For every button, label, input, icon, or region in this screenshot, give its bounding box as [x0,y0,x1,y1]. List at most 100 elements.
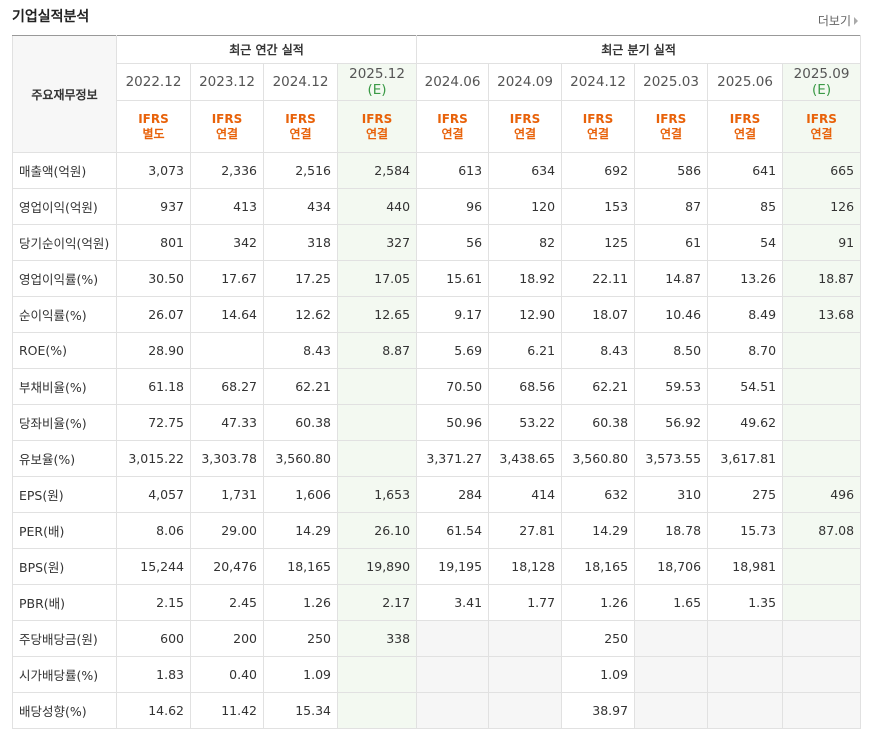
basis-label: 연결 [365,126,389,141]
date-header: 2025.06 [707,63,784,101]
value-cell: 14.64 [190,296,264,333]
empty-cell [782,440,862,477]
value-cell: 14.29 [561,512,636,549]
data-row: EPS(원) 4,057 1,731 1,606 1,653 284 414 632 310 27… [12,476,862,513]
value-cell: 284 [416,476,490,513]
date-row: 2022.12 2023.12 2024.12 2025.12 (E) 2024.06 20… [13,63,862,101]
date-header: 2025.12 (E) [336,63,418,101]
value-cell: 338 [336,620,418,657]
value-cell: 1,653 [336,476,418,513]
value-cell: 18,128 [488,548,563,585]
value-cell: 17.25 [263,260,338,297]
empty-cell [634,620,709,657]
value-cell: 3,073 [116,152,191,189]
value-cell: 5.69 [416,332,490,369]
value-cell: 54.51 [707,368,784,405]
value-cell: 14.29 [263,512,338,549]
ifrs-label: IFRS [285,111,316,126]
value-cell: 126 [782,188,862,225]
value-cell: 13.68 [782,296,862,333]
empty-cell [336,692,418,729]
value-cell: 1.65 [634,584,709,621]
more-link[interactable]: 더보기 [818,12,858,29]
value-cell: 937 [116,188,191,225]
value-cell: 3,560.80 [561,440,636,477]
value-cell: 30.50 [116,260,191,297]
value-cell: 96 [416,188,490,225]
value-cell: 61 [634,224,709,261]
value-cell: 8.87 [336,332,418,369]
value-cell: 2.15 [116,584,191,621]
financial-table: 주요재무정보 최근 연간 실적 최근 분기 실적 2022.12 2023.12 2024… [12,35,862,729]
empty-cell [336,656,418,693]
basis-header: IFRS 연결 [190,100,264,153]
value-cell: 50.96 [416,404,490,441]
value-cell: 12.65 [336,296,418,333]
value-cell: 801 [116,224,191,261]
value-cell: 8.43 [561,332,636,369]
value-cell: 29.00 [190,512,264,549]
value-cell: 342 [190,224,264,261]
value-cell: 26.10 [336,512,418,549]
value-cell: 20,476 [190,548,264,585]
value-cell: 2,584 [336,152,418,189]
value-cell: 12.90 [488,296,563,333]
group-header: 최근 연간 실적 [115,35,418,64]
value-cell: 3,015.22 [116,440,191,477]
ifrs-label: IFRS [437,111,468,126]
period: 2024.12 [570,74,626,90]
value-cell: 19,195 [416,548,490,585]
empty-cell [782,404,862,441]
value-cell: 72.75 [116,404,191,441]
value-cell: 2.45 [190,584,264,621]
value-cell: 414 [488,476,563,513]
value-cell: 665 [782,152,862,189]
value-cell: 2,336 [190,152,264,189]
empty-cell [782,368,862,405]
empty-cell [488,620,563,657]
row-label: 배당성향(%) [12,692,117,729]
ifrs-label: IFRS [729,111,761,126]
ifrs-label: IFRS [582,111,614,126]
empty-cell [336,440,418,477]
ifrs-label: IFRS [361,111,393,126]
value-cell: 18.87 [782,260,862,297]
group-header: 최근 분기 실적 [416,35,862,64]
value-cell: 10.46 [634,296,709,333]
row-label: 영업이익(억원) [12,188,117,225]
date-header: 2024.06 [416,63,490,101]
row-label: 당기순이익(억원) [12,224,117,261]
data-row: 배당성향(%) 14.62 11.42 15.34 38.97 [12,692,862,729]
basis-header: IFRS 연결 [263,100,338,153]
value-cell: 310 [634,476,709,513]
value-cell: 125 [561,224,636,261]
basis-header: IFRS 연결 [707,100,784,153]
value-cell: 3.41 [416,584,490,621]
empty-cell [488,692,563,729]
value-cell: 327 [336,224,418,261]
value-cell: 18,706 [634,548,709,585]
row-label: 순이익률(%) [12,296,117,333]
row-label: PER(배) [12,512,117,549]
value-cell: 600 [116,620,191,657]
data-row: 주당배당금(원) 600 200 250 338 250 [12,620,862,657]
empty-cell [782,584,862,621]
data-row: 영업이익(억원) 937 413 434 440 96 120 153 87 85 126 [12,188,862,225]
value-cell: 18,981 [707,548,784,585]
value-cell: 17.67 [190,260,264,297]
value-cell: 82 [488,224,563,261]
value-cell: 692 [561,152,636,189]
basis-header: IFRS 연결 [561,100,636,153]
corner-header: 주요재무정보 [12,35,117,153]
header-row: 주요재무정보 최근 연간 실적 최근 분기 실적 [12,35,862,153]
value-cell: 61.54 [416,512,490,549]
value-cell: 2,516 [263,152,338,189]
value-cell: 200 [190,620,264,657]
basis-label: 별도 [142,126,165,141]
value-cell: 22.11 [561,260,636,297]
value-cell: 1,731 [190,476,264,513]
period: 2022.12 [125,74,182,90]
value-cell: 1.26 [561,584,636,621]
value-cell: 18,165 [561,548,636,585]
value-cell: 613 [416,152,490,189]
